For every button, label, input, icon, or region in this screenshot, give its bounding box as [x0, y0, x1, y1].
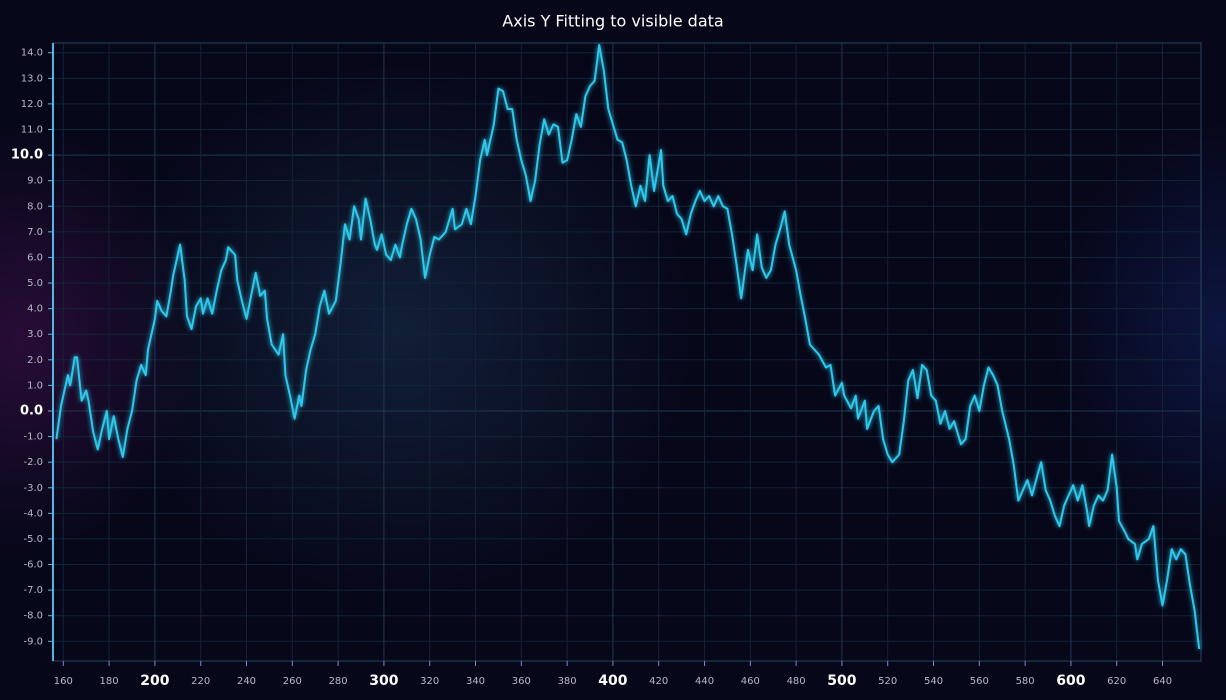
y-tick-label: -8.0 [23, 611, 43, 622]
x-tick-label: 460 [741, 676, 760, 687]
y-tick-label: -2.0 [23, 457, 43, 468]
y-tick-label: -3.0 [23, 483, 43, 494]
y-tick-label: 10.0 [11, 148, 43, 163]
x-tick-label: 220 [191, 676, 210, 687]
y-tick-label: -5.0 [23, 534, 43, 545]
y-tick-label: 2.0 [27, 355, 43, 366]
x-tick-label: 580 [1016, 676, 1035, 687]
y-tick-label: 12.0 [21, 99, 43, 110]
x-tick-label: 640 [1153, 676, 1172, 687]
x-tick-label: 560 [970, 676, 989, 687]
y-tick-label: 13.0 [21, 73, 43, 84]
y-tick-label: 5.0 [27, 278, 43, 289]
x-tick-label: 340 [466, 676, 485, 687]
x-tick-label: 540 [924, 676, 943, 687]
x-tick-label: 500 [827, 673, 856, 689]
y-tick-label: -9.0 [23, 636, 43, 647]
y-tick-label: -7.0 [23, 585, 43, 596]
data-line [55, 44, 1201, 650]
y-tick-label: 14.0 [21, 48, 43, 59]
chart-title: Axis Y Fitting to visible data [502, 12, 723, 31]
y-tick-label: 1.0 [27, 380, 43, 391]
y-tick-label: 3.0 [27, 329, 43, 340]
x-tick-label: 520 [878, 676, 897, 687]
x-tick-label: 260 [283, 676, 302, 687]
x-tick-label: 380 [558, 676, 577, 687]
x-tick-label: 360 [512, 676, 531, 687]
grid [53, 43, 1201, 661]
x-tick-label: 160 [54, 676, 73, 687]
x-tick-label: 320 [420, 676, 439, 687]
x-tick-label: 400 [598, 673, 627, 689]
y-tick-label: -4.0 [23, 508, 43, 519]
x-tick-label: 440 [695, 676, 714, 687]
x-tick-label: 620 [1107, 676, 1126, 687]
x-tick-label: 280 [329, 676, 348, 687]
y-tick-label: 4.0 [27, 304, 43, 315]
x-tick-label: 600 [1056, 673, 1085, 689]
x-tick-label: 420 [649, 676, 668, 687]
y-tick-label: 11.0 [21, 124, 43, 135]
x-tick-label: 180 [100, 676, 119, 687]
x-tick-label: 480 [787, 676, 806, 687]
y-tick-label: -1.0 [23, 432, 43, 443]
plot-frame [52, 42, 1202, 662]
x-tick-label: 240 [237, 676, 256, 687]
y-tick-label: 7.0 [27, 227, 43, 238]
x-tick-label: 200 [140, 673, 169, 689]
y-tick-label: 0.0 [20, 403, 43, 418]
x-tick-label: 300 [369, 673, 398, 689]
y-tick-label: 9.0 [27, 176, 43, 187]
y-tick-label: 6.0 [27, 252, 43, 263]
y-tick-label: -6.0 [23, 560, 43, 571]
y-tick-label: 8.0 [27, 201, 43, 212]
